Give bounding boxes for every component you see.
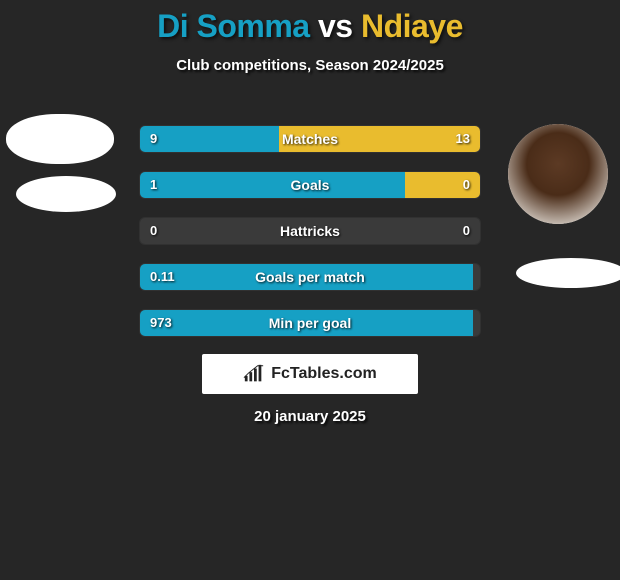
date-text: 20 january 2025 xyxy=(0,408,620,425)
bar-chart-icon xyxy=(243,364,265,384)
stat-bar xyxy=(140,218,480,244)
stat-left-value: 0.11 xyxy=(150,264,175,290)
subtitle: Club competitions, Season 2024/2025 xyxy=(0,57,620,74)
stat-bar xyxy=(140,126,480,152)
player1-avatar xyxy=(6,114,114,164)
stat-left-value: 0 xyxy=(150,218,157,244)
stat-right-value: 13 xyxy=(456,126,470,152)
stat-right-value: 0 xyxy=(463,218,470,244)
stat-row: Min per goal973 xyxy=(140,310,480,336)
player2-name: Ndiaye xyxy=(361,8,463,44)
player1-name-blob xyxy=(16,176,116,212)
page-title: Di Somma vs Ndiaye xyxy=(0,0,620,45)
stats-bars: Matches913Goals10Hattricks00Goals per ma… xyxy=(140,126,480,356)
stat-bar-left-segment xyxy=(140,172,405,198)
stat-right-value: 0 xyxy=(463,172,470,198)
stat-row: Matches913 xyxy=(140,126,480,152)
stat-left-value: 1 xyxy=(150,172,157,198)
comparison-card: Di Somma vs Ndiaye Club competitions, Se… xyxy=(0,0,620,580)
brand-badge[interactable]: FcTables.com xyxy=(202,354,418,394)
stat-bar-right-segment xyxy=(279,126,480,152)
player2-avatar xyxy=(508,124,608,224)
stat-bar-left-segment xyxy=(140,126,279,152)
player2-name-blob xyxy=(516,258,620,288)
stat-bar-left-segment xyxy=(140,264,473,290)
player2-face xyxy=(508,124,608,224)
stat-left-value: 973 xyxy=(150,310,172,336)
stat-bar xyxy=(140,310,480,336)
brand-text: FcTables.com xyxy=(271,365,377,383)
stat-row: Goals10 xyxy=(140,172,480,198)
stat-left-value: 9 xyxy=(150,126,157,152)
stat-bar xyxy=(140,264,480,290)
stat-bar-left-segment xyxy=(140,310,473,336)
vs-label: vs xyxy=(318,8,353,44)
stat-bar xyxy=(140,172,480,198)
player1-name: Di Somma xyxy=(157,8,309,44)
stat-row: Goals per match0.11 xyxy=(140,264,480,290)
stat-row: Hattricks00 xyxy=(140,218,480,244)
